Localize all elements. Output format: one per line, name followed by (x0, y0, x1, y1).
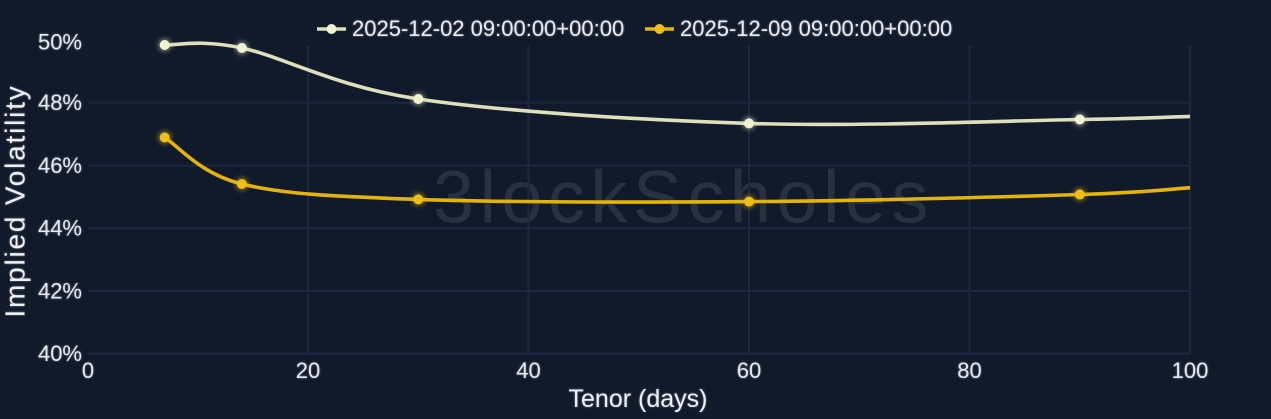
svg-text:44%: 44% (38, 216, 82, 241)
svg-text:3lockScholes: 3lockScholes (433, 156, 934, 239)
svg-text:2025-12-09 09:00:00+00:00: 2025-12-09 09:00:00+00:00 (680, 16, 952, 41)
svg-text:42%: 42% (38, 278, 82, 303)
svg-text:2025-12-02 09:00:00+00:00: 2025-12-02 09:00:00+00:00 (352, 16, 624, 41)
svg-text:100: 100 (1172, 358, 1209, 383)
svg-text:Tenor (days): Tenor (days) (569, 385, 708, 413)
svg-text:48%: 48% (38, 90, 82, 115)
svg-text:0: 0 (82, 358, 94, 383)
svg-text:60: 60 (737, 358, 761, 383)
svg-text:80: 80 (957, 358, 981, 383)
svg-text:40: 40 (516, 358, 540, 383)
svg-text:Implied Volatility: Implied Volatility (0, 84, 31, 317)
svg-text:46%: 46% (38, 153, 82, 178)
svg-text:50%: 50% (38, 29, 82, 54)
svg-text:40%: 40% (38, 341, 82, 366)
svg-text:20: 20 (296, 358, 320, 383)
